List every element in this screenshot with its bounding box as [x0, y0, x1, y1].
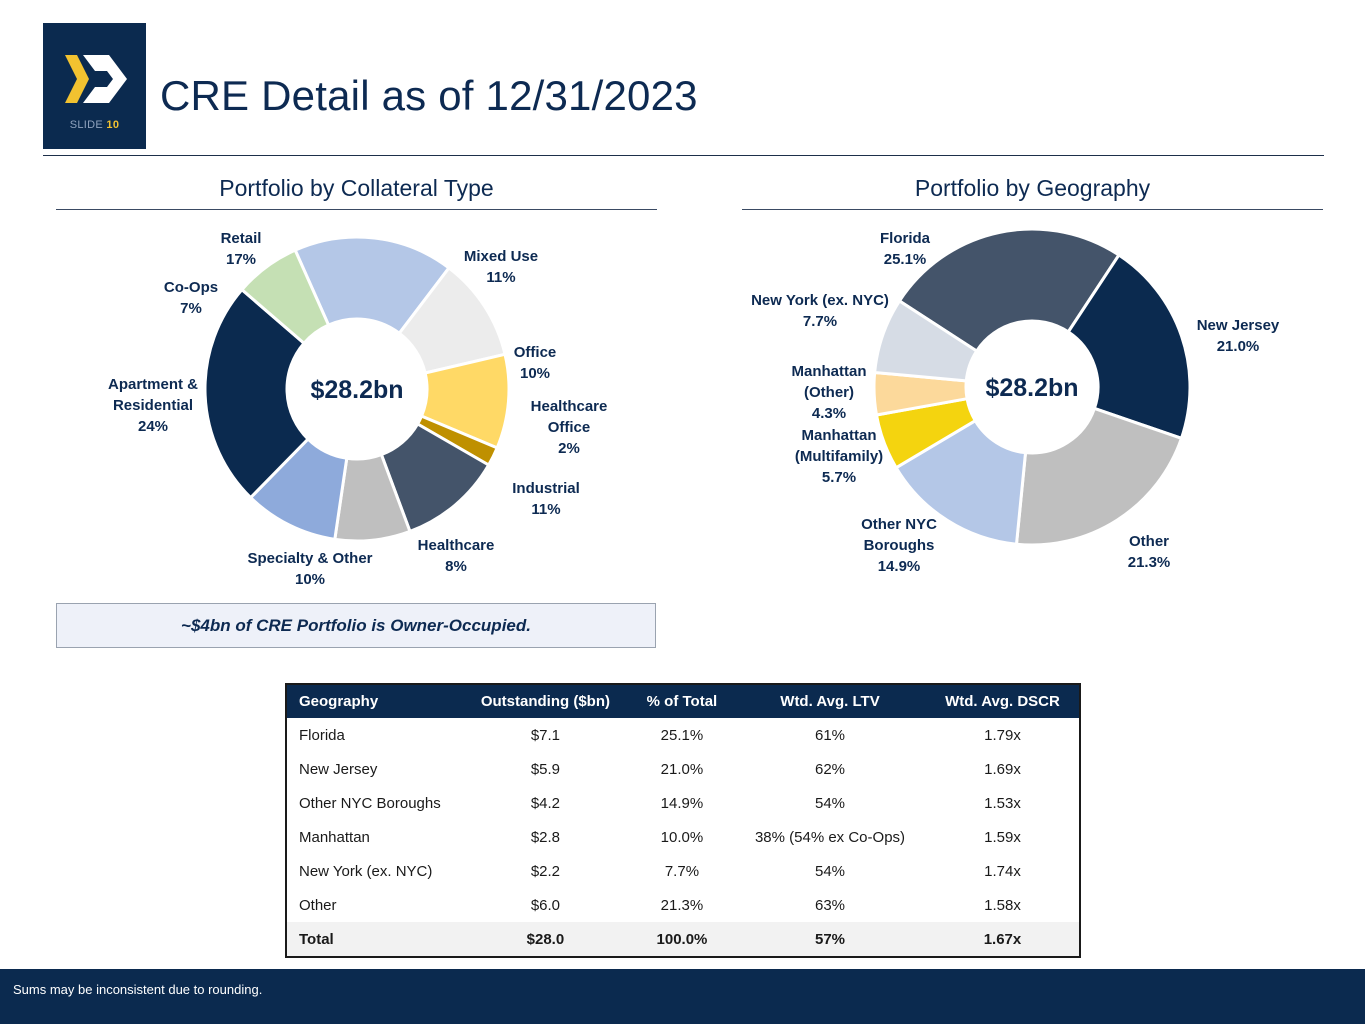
collateral-label-co-ops: Co-Ops 7%	[163, 279, 219, 317]
cell-ltv: 62%	[814, 760, 846, 778]
geography-label-manhattan-multifamily: Manhattan (Multifamily) 5.7%	[794, 427, 884, 486]
cell-dscr: 1.58x	[984, 896, 1021, 914]
cell-pct-total: 7.7%	[664, 862, 700, 880]
cell-outstanding: $5.9	[530, 760, 561, 778]
cell-pct-total: 21.3%	[660, 896, 704, 914]
cell-ltv: 38% (54% ex Co-Ops)	[754, 828, 906, 846]
slide-number-value: 10	[106, 119, 120, 131]
cell-dscr: 1.67x	[925, 922, 1080, 957]
footer-note: Sums may be inconsistent due to rounding…	[13, 982, 263, 997]
cell-pct-total: 25.1%	[660, 726, 704, 744]
cell-dscr: 1.59x	[984, 828, 1021, 846]
collateral-label-office: Office 10%	[513, 344, 557, 382]
cell-dscr: 1.53x	[984, 794, 1021, 812]
geography-label-florida: Florida 25.1%	[879, 230, 931, 268]
collateral-label-industrial: Industrial 11%	[512, 480, 580, 518]
cell-geography: Manhattan	[299, 828, 370, 846]
table-row: Florida $7.1 25.1% 61% 1.79x	[286, 718, 1080, 752]
cell-dscr: 1.69x	[984, 760, 1021, 778]
table-row: Other $6.0 21.3% 63% 1.58x	[286, 888, 1080, 922]
collateral-label-specialty-other: Specialty & Other 10%	[247, 550, 373, 588]
cell-ltv: 61%	[814, 726, 846, 744]
cell-outstanding: $2.2	[530, 862, 561, 880]
geography-slice-new-jersey	[1066, 252, 1192, 441]
collateral-slice-retail	[293, 235, 452, 336]
left-chart-title: Portfolio by Collateral Type	[219, 175, 494, 201]
collateral-slice-co-ops	[239, 248, 331, 346]
header-geography: Geography	[286, 684, 461, 718]
collateral-label-apartment-residential: Apartment & Residential 24%	[107, 376, 199, 435]
cell-pct-total: 100.0%	[629, 922, 735, 957]
table-row: Manhattan $2.8 10.0% 38% (54% ex Co-Ops)…	[286, 820, 1080, 854]
geography-table: Geography Outstanding ($bn) % of Total W…	[285, 683, 1081, 958]
title-divider	[43, 155, 1324, 156]
right-chart-title: Portfolio by Geography	[914, 175, 1151, 201]
cell-outstanding: $7.1	[530, 726, 561, 744]
cell-dscr: 1.74x	[984, 862, 1021, 880]
cell-ltv: 54%	[814, 862, 846, 880]
footer-bar: Sums may be inconsistent due to rounding…	[0, 969, 1365, 1024]
geography-center-label: $28.2bn	[985, 374, 1078, 402]
geography-donut-chart: $28.2bn Florida 25.1% New Jersey 21.0% Other…	[742, 215, 1323, 600]
geography-slice-florida	[897, 227, 1121, 354]
logo-mark-icon	[65, 55, 127, 103]
collateral-type-donut-chart: $28.2bn Retail 17% Mixed Use 11% Office 10% He…	[56, 215, 657, 600]
collateral-slice-apartment-residential	[203, 287, 311, 500]
geography-slice-other	[1014, 406, 1184, 547]
logo: SLIDE 10	[43, 23, 146, 149]
cell-ltv: 54%	[814, 794, 846, 812]
table-row: Other NYC Boroughs $4.2 14.9% 54% 1.53x	[286, 786, 1080, 820]
cell-geography: New York (ex. NYC)	[299, 862, 433, 880]
collateral-label-retail: Retail 17%	[220, 230, 262, 268]
geography-label-manhattan-other: Manhattan (Other) 4.3%	[791, 363, 867, 422]
cell-outstanding: $28.0	[461, 922, 630, 957]
header-pct-total: % of Total	[629, 684, 735, 718]
cell-ltv: 63%	[814, 896, 846, 914]
cell-geography: Total	[286, 922, 461, 957]
table-total-row: Total $28.0 100.0% 57% 1.67x	[286, 922, 1080, 957]
collateral-label-healthcare-office: Healthcare Office 2%	[530, 398, 608, 457]
cell-geography: Other	[299, 896, 337, 914]
table-row: New York (ex. NYC) $2.2 7.7% 54% 1.74x	[286, 854, 1080, 888]
cell-geography: New Jersey	[299, 760, 378, 778]
header-dscr: Wtd. Avg. DSCR	[925, 684, 1080, 718]
cell-outstanding: $6.0	[530, 896, 561, 914]
cell-pct-total: 21.0%	[660, 760, 704, 778]
page-title: CRE Detail as of 12/31/2023	[160, 72, 698, 119]
collateral-label-mixed-use: Mixed Use 11%	[463, 248, 539, 286]
geography-donut-svg: $28.2bn	[872, 227, 1192, 547]
collateral-type-donut-svg: $28.2bn	[203, 235, 511, 543]
collateral-center-label: $28.2bn	[310, 376, 403, 404]
slide-prefix: SLIDE	[69, 119, 104, 131]
table-header-row: Geography Outstanding ($bn) % of Total W…	[286, 684, 1080, 718]
owner-occupied-callout: ~$4bn of CRE Portfolio is Owner-Occupied…	[56, 603, 656, 648]
header-outstanding: Outstanding ($bn)	[461, 684, 630, 718]
cell-ltv: 57%	[734, 922, 926, 957]
geography-slice-new-york-ex-nyc	[873, 298, 979, 383]
right-chart-divider	[742, 209, 1323, 210]
slide-number: SLIDE 10	[43, 119, 146, 131]
geography-label-new-york-ex-nyc: New York (ex. NYC) 7.7%	[751, 292, 889, 330]
geography-slice-other-nyc-boroughs	[894, 418, 1028, 546]
table-row: New Jersey $5.9 21.0% 62% 1.69x	[286, 752, 1080, 786]
cell-pct-total: 14.9%	[660, 794, 704, 812]
cell-dscr: 1.79x	[984, 726, 1021, 744]
cell-outstanding: $2.8	[530, 828, 561, 846]
header-ltv: Wtd. Avg. LTV	[734, 684, 926, 718]
cell-outstanding: $4.2	[530, 794, 561, 812]
cell-geography: Other NYC Boroughs	[299, 794, 441, 812]
cell-geography: Florida	[299, 726, 345, 744]
cell-pct-total: 10.0%	[660, 828, 704, 846]
geography-label-other-nyc-boroughs: Other NYC Boroughs 14.9%	[861, 516, 937, 575]
left-chart-divider	[56, 209, 657, 210]
collateral-label-healthcare: Healthcare 8%	[417, 537, 495, 575]
geography-label-new-jersey: New Jersey 21.0%	[1196, 317, 1280, 355]
geography-label-other: Other 21.3%	[1127, 533, 1171, 571]
